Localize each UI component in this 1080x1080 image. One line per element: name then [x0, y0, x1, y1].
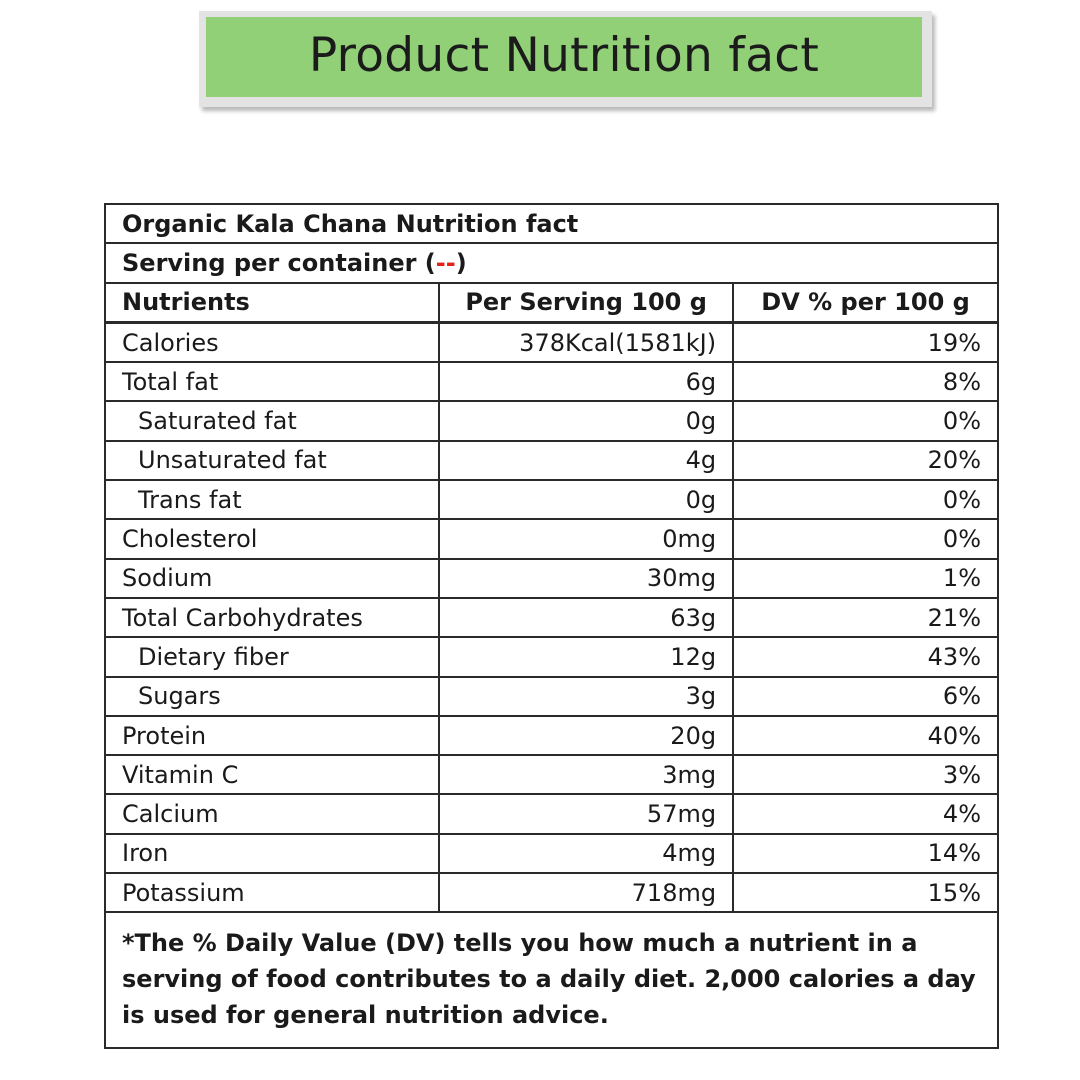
nutrient-name: Calcium	[103, 793, 441, 835]
table-row: Dietary fiber 12g 43%	[103, 636, 999, 678]
nutrient-name: Total Carbohydrates	[103, 596, 441, 639]
nutrition-table: Organic Kala Chana Nutrition fact Servin…	[103, 202, 999, 1050]
dv-percent-value: 20%	[732, 439, 999, 482]
per-serving-value: 378Kcal(1581kJ)	[438, 321, 735, 364]
header-dv: DV % per 100 g	[732, 281, 999, 324]
table-row: Trans fat 0g 0%	[103, 479, 999, 521]
serving-label: Serving per container (	[122, 248, 436, 277]
serving-suffix: )	[455, 248, 467, 277]
per-serving-value: 57mg	[438, 793, 735, 835]
table-title: Organic Kala Chana Nutrition fact	[104, 202, 999, 245]
banner-frame: Product Nutrition fact	[199, 11, 932, 107]
per-serving-value: 0g	[438, 400, 735, 442]
per-serving-value: 12g	[438, 636, 735, 678]
serving-value: --	[435, 248, 456, 277]
table-row: Saturated fat 0g 0%	[103, 400, 999, 442]
dv-percent-value: 0%	[732, 400, 999, 442]
dv-percent-value: 4%	[732, 793, 999, 835]
nutrient-name: Total fat	[103, 361, 441, 403]
header-per-serving: Per Serving 100 g	[438, 281, 735, 324]
nutrient-name: Saturated fat	[103, 400, 441, 442]
serving-info: Serving per container (--)	[104, 242, 999, 284]
nutrient-name: Vitamin C	[103, 754, 441, 796]
table-row: Total fat 6g 8%	[103, 361, 999, 403]
table-row: Total Carbohydrates 63g 21%	[103, 596, 999, 639]
table-row: Vitamin C 3mg 3%	[103, 754, 999, 796]
dv-percent-value: 15%	[732, 872, 999, 914]
per-serving-value: 30mg	[438, 557, 735, 599]
dv-percent-value: 1%	[732, 557, 999, 599]
dv-percent-value: 6%	[732, 675, 999, 717]
per-serving-value: 718mg	[438, 872, 735, 914]
per-serving-value: 20g	[438, 714, 735, 757]
dv-percent-value: 21%	[732, 596, 999, 639]
table-row: Iron 4mg 14%	[103, 832, 999, 875]
per-serving-value: 3mg	[438, 754, 735, 796]
table-row: Potassium 718mg 15%	[103, 872, 999, 914]
serving-row: Serving per container (--)	[104, 242, 999, 284]
nutrient-name: Cholesterol	[103, 518, 441, 560]
nutrient-name: Trans fat	[103, 479, 441, 521]
dv-percent-value: 0%	[732, 518, 999, 560]
dv-percent-value: 14%	[732, 832, 999, 875]
table-row: Cholesterol 0mg 0%	[103, 518, 999, 560]
dv-percent-value: 19%	[732, 321, 999, 364]
header-nutrients: Nutrients	[103, 281, 441, 324]
nutrient-name: Potassium	[103, 872, 441, 914]
nutrient-name: Iron	[103, 832, 441, 875]
dv-percent-value: 40%	[732, 714, 999, 757]
table-row: Calcium 57mg 4%	[103, 793, 999, 835]
table-row: Calories 378Kcal(1581kJ) 19%	[103, 321, 999, 364]
dv-percent-value: 3%	[732, 754, 999, 796]
dv-percent-value: 8%	[732, 361, 999, 403]
table-row: Sodium 30mg 1%	[103, 557, 999, 599]
per-serving-value: 4mg	[438, 832, 735, 875]
per-serving-value: 63g	[438, 596, 735, 639]
table-row: Unsaturated fat 4g 20%	[103, 439, 999, 482]
dv-percent-value: 0%	[732, 479, 999, 521]
nutrient-name: Sugars	[103, 675, 441, 717]
nutrient-name: Sodium	[103, 557, 441, 599]
nutrient-name: Protein	[103, 714, 441, 757]
dv-percent-value: 43%	[732, 636, 999, 678]
column-header-row: Nutrients Per Serving 100 g DV % per 100…	[103, 281, 999, 324]
nutrition-table-body: Organic Kala Chana Nutrition fact Servin…	[103, 202, 999, 1050]
per-serving-value: 4g	[438, 439, 735, 482]
per-serving-value: 6g	[438, 361, 735, 403]
table-row: Sugars 3g 6%	[103, 675, 999, 717]
footnote: *The % Daily Value (DV) tells you how mu…	[104, 911, 999, 1050]
nutrient-name: Unsaturated fat	[103, 439, 441, 482]
title-banner: Product Nutrition fact	[206, 17, 922, 97]
nutrient-name: Calories	[103, 321, 441, 364]
footnote-row: *The % Daily Value (DV) tells you how mu…	[104, 911, 999, 1050]
nutrient-name: Dietary fiber	[103, 636, 441, 678]
per-serving-value: 3g	[438, 675, 735, 717]
page-title: Product Nutrition fact	[308, 27, 820, 83]
table-title-row: Organic Kala Chana Nutrition fact	[104, 202, 999, 245]
per-serving-value: 0mg	[438, 518, 735, 560]
per-serving-value: 0g	[438, 479, 735, 521]
table-row: Protein 20g 40%	[103, 714, 999, 757]
